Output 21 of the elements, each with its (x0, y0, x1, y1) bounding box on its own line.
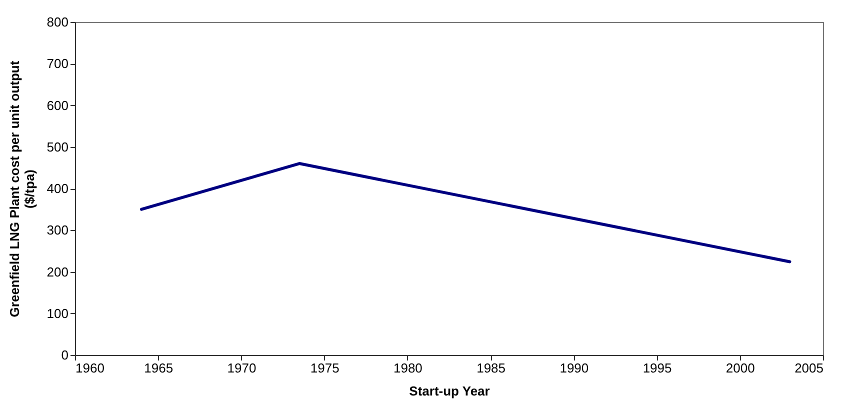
y-axis-title: Greenfield LNG Plant cost per unit output ($/tpa) (6, 60, 37, 318)
x-tick-label: 1965 (144, 360, 174, 376)
y-tick-label: 600 (46, 98, 68, 113)
y-tick-label: 800 (46, 14, 68, 30)
x-tick-label: 1985 (476, 360, 506, 376)
y-tick-label: 0 (61, 348, 68, 362)
x-tick-label: 1960 (76, 360, 104, 376)
y-tick-label: 500 (46, 139, 68, 154)
y-tick-label: 300 (46, 222, 68, 238)
y-tick-label: 100 (46, 306, 68, 321)
x-tick-label: 1980 (393, 360, 422, 376)
y-tick-label: 400 (46, 181, 68, 196)
x-tick-label: 1995 (642, 360, 672, 376)
y-tick-label: 700 (46, 56, 68, 72)
x-tick-label: 1990 (560, 360, 589, 376)
y-tick-label: 200 (46, 264, 68, 280)
x-tick-label: 2005 (794, 360, 824, 376)
x-tick-label: 1975 (310, 360, 340, 376)
x-axis-title: Start-up Year (409, 384, 490, 398)
x-tick-label: 1970 (227, 360, 256, 376)
x-tick-label: 2000 (726, 360, 755, 376)
